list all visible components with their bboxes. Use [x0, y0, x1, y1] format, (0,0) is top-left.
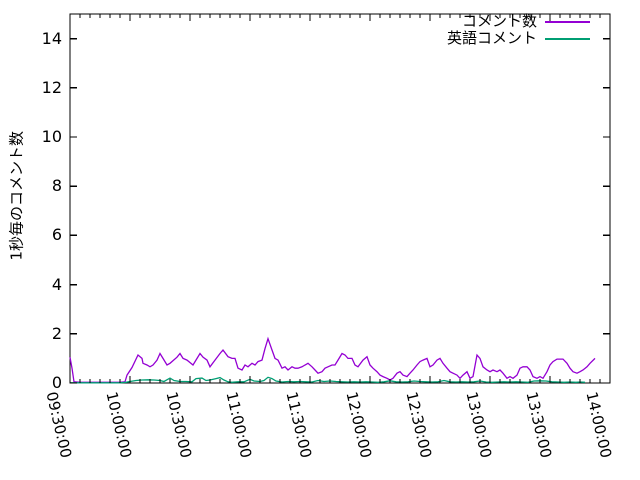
legend-label-english-comments: 英語コメント [446, 29, 537, 47]
series-line-0 [69, 336, 596, 383]
y-tick-label-14: 14 [41, 28, 62, 48]
y-tick-label-12: 12 [41, 77, 62, 97]
legend-label-comments: コメント数 [461, 12, 537, 30]
y-tick-label-10: 10 [41, 127, 62, 146]
legend-line-sample-english-comments [545, 37, 590, 40]
y-tick-label-0: 0 [51, 373, 62, 392]
legend-line-sample-comments [545, 20, 590, 23]
y-tick-label-6: 6 [51, 225, 62, 245]
axis-ticks [69, 14, 611, 384]
plot-border-rect [69, 13, 611, 384]
y-tick-label-4: 4 [51, 274, 62, 294]
plot-border [69, 13, 611, 384]
legend-entry-english-comments: 英語コメント [0, 30, 640, 47]
legend-entry-comments: コメント数 [0, 13, 640, 30]
series-lines [69, 336, 596, 384]
y-tick-label-2: 2 [51, 323, 62, 343]
y-tick-label-8: 8 [51, 176, 62, 196]
